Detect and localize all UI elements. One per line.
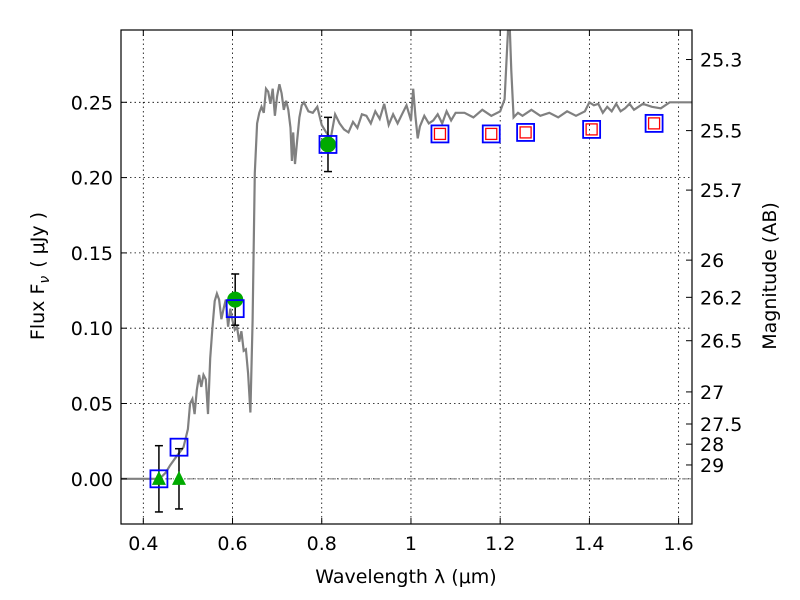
x-tick-label: 1.4 — [574, 533, 604, 555]
x-axis-ticks: 0.4 0.6 0.8 1 1.2 1.4 1.6 — [128, 30, 694, 555]
predicted-square — [485, 127, 498, 141]
right-tick-label: 26.2 — [700, 287, 742, 309]
y-axis-label-unit: ( μJy ) — [27, 212, 49, 268]
plot-frame — [120, 29, 693, 525]
predicted-square — [647, 117, 661, 130]
model-photometry-square — [516, 123, 536, 142]
right-tick-label: 26.5 — [700, 331, 742, 353]
model-photometry-square — [644, 113, 664, 133]
x-tick-label: 1.6 — [664, 533, 694, 555]
y-axis-label: Flux Fν ( μJy ) — [27, 212, 53, 340]
y-axis-label-subscript: ν — [37, 276, 53, 284]
y-axis-label-main: Flux F — [27, 284, 49, 340]
x-tick-label: 0.6 — [217, 533, 247, 555]
y-axis-ticks: 0.00 0.05 0.10 0.15 0.20 0.25 — [71, 92, 127, 491]
right-tick-label: 25.7 — [700, 180, 742, 202]
predicted-square — [585, 123, 598, 136]
detection-point — [319, 136, 336, 153]
x-tick-label: 1.2 — [485, 533, 515, 555]
model-photometry-square — [582, 120, 602, 139]
model-photometry-square — [149, 469, 169, 489]
predicted-square — [519, 126, 532, 139]
y-tick-label: 0.00 — [71, 469, 113, 491]
y-tick-label: 0.10 — [71, 318, 113, 340]
predicted-square — [433, 127, 447, 141]
y-tick-label: 0.05 — [71, 394, 113, 416]
x-axis-label: Wavelength λ (μm) — [315, 566, 496, 588]
upper-limit-triangle — [151, 470, 166, 485]
x-tick-label: 1 — [405, 533, 417, 555]
right-tick-label: 25.3 — [700, 50, 742, 72]
right-tick-label: 29 — [700, 455, 724, 477]
x-tick-label: 0.8 — [307, 533, 337, 555]
right-tick-label: 26 — [700, 250, 724, 272]
plot-area — [121, 30, 692, 513]
right-axis-label: Magnitude (AB) — [759, 202, 781, 350]
model-photometry-square — [430, 124, 450, 144]
model-photometry-square — [481, 124, 501, 144]
y-tick-label: 0.15 — [71, 243, 113, 265]
right-tick-label: 28 — [700, 434, 724, 456]
sed-model-line — [121, 30, 692, 480]
upper-limit-triangle — [171, 470, 186, 485]
y-tick-label: 0.20 — [71, 168, 113, 190]
x-tick-label: 0.4 — [128, 533, 158, 555]
right-tick-label: 27 — [700, 382, 724, 404]
model-photometry-square — [318, 135, 338, 154]
model-photometry-square — [225, 299, 245, 319]
right-tick-label: 25.5 — [700, 121, 742, 143]
right-tick-label: 27.5 — [700, 414, 742, 436]
y-tick-label: 0.25 — [71, 92, 113, 114]
model-photometry-square — [169, 437, 189, 457]
